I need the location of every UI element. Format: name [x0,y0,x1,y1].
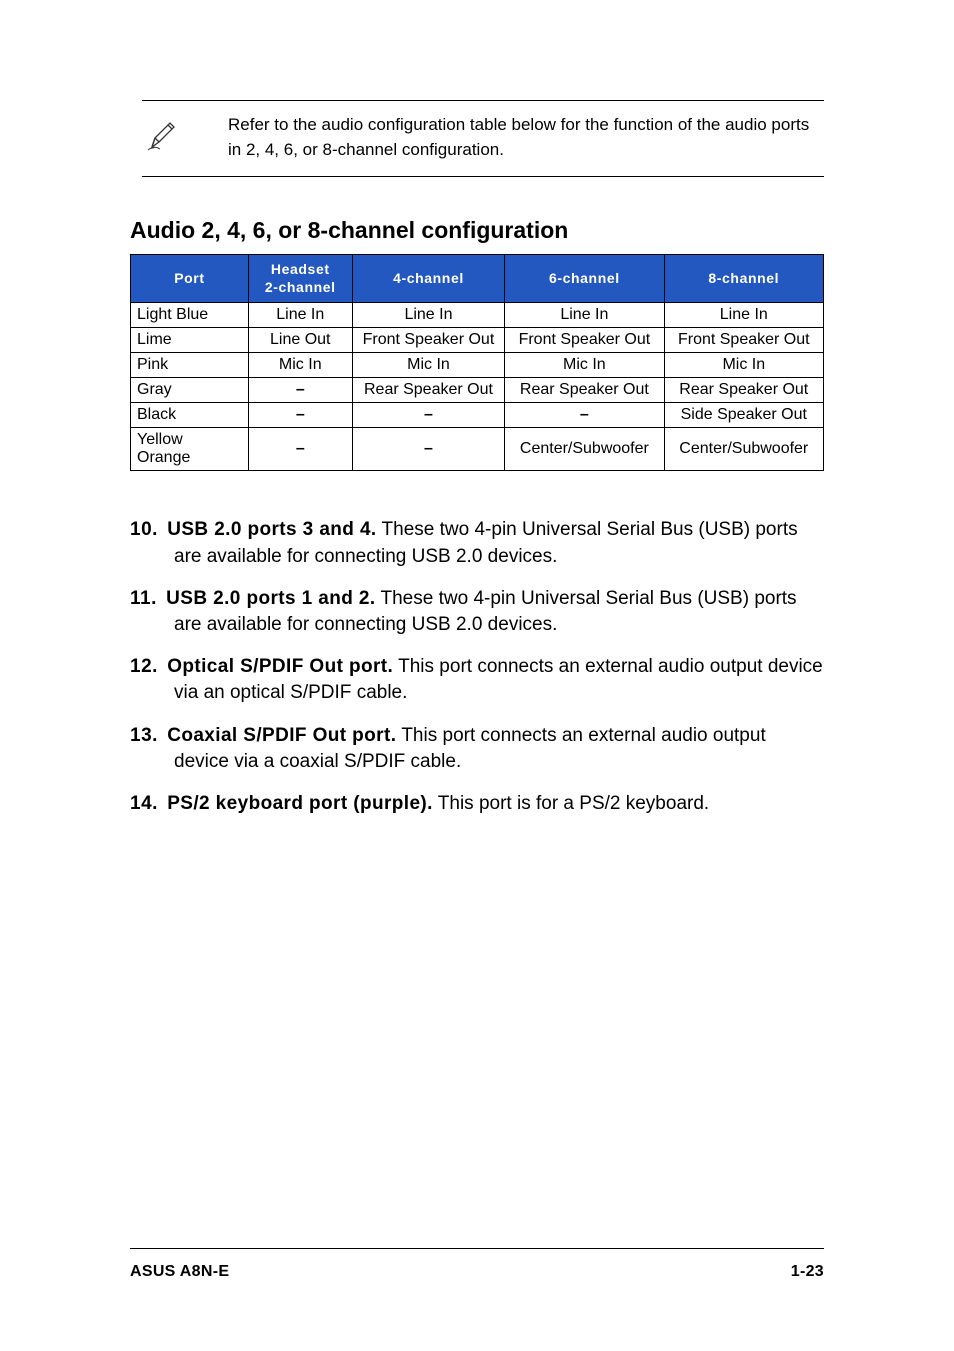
footer-product: ASUS A8N-E [130,1263,229,1281]
audio-config-table: Port Headset 2-channel 4-channel 6-chann… [130,254,824,471]
col-4ch: 4-channel [352,255,504,303]
list-item: 13. Coaxial S/PDIF Out port. This port c… [130,723,824,775]
note-box: Refer to the audio configuration table b… [142,100,824,177]
table-row: Lime Line Out Front Speaker Out Front Sp… [131,328,824,353]
item-label: PS/2 keyboard port (purple). [167,793,433,814]
table-row: Yellow Orange – – Center/Subwoofer Cente… [131,428,824,471]
list-item: 10. USB 2.0 ports 3 and 4. These two 4-p… [130,517,824,569]
item-number: 11. [130,588,157,609]
footer-page-number: 1-23 [791,1263,824,1281]
item-number: 14. [130,793,158,814]
item-label: Optical S/PDIF Out port. [167,656,393,677]
col-8ch: 8-channel [664,255,823,303]
table-row: Gray – Rear Speaker Out Rear Speaker Out… [131,378,824,403]
item-number: 13. [130,725,158,746]
page-footer: ASUS A8N-E 1-23 [130,1248,824,1281]
list-item: 11. USB 2.0 ports 1 and 2. These two 4-p… [130,586,824,638]
item-number: 10. [130,519,158,540]
section-heading: Audio 2, 4, 6, or 8-channel configuratio… [130,217,824,244]
item-label: USB 2.0 ports 1 and 2. [166,588,375,609]
item-label: Coaxial S/PDIF Out port. [167,725,396,746]
table-row: Black – – – Side Speaker Out [131,403,824,428]
col-6ch: 6-channel [505,255,664,303]
table-row: Pink Mic In Mic In Mic In Mic In [131,353,824,378]
item-number: 12. [130,656,158,677]
item-label: USB 2.0 ports 3 and 4. [167,519,376,540]
list-item: 12. Optical S/PDIF Out port. This port c… [130,654,824,706]
port-descriptions: 10. USB 2.0 ports 3 and 4. These two 4-p… [130,517,824,817]
list-item: 14. PS/2 keyboard port (purple). This po… [130,791,824,817]
pencil-note-icon [146,117,180,156]
col-port: Port [131,255,249,303]
item-desc: This port is for a PS/2 keyboard. [433,793,709,814]
note-text: Refer to the audio configuration table b… [228,113,824,162]
table-row: Light Blue Line In Line In Line In Line … [131,303,824,328]
audio-table-body: Light Blue Line In Line In Line In Line … [131,303,824,471]
col-2ch: Headset 2-channel [248,255,352,303]
